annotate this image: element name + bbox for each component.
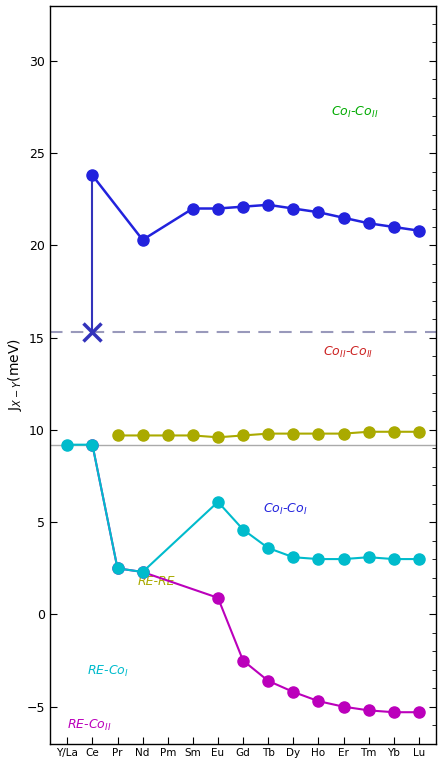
Y-axis label: J$_{X-Y}$(meV): J$_{X-Y}$(meV) [6, 338, 23, 411]
Text: Co$_I$-Co$_I$: Co$_I$-Co$_I$ [263, 502, 308, 517]
Text: RE-RE: RE-RE [137, 575, 175, 588]
Text: RE-Co$_{II}$: RE-Co$_{II}$ [67, 718, 112, 733]
Text: RE-Co$_I$: RE-Co$_I$ [88, 665, 130, 679]
Text: Co$_I$-Co$_{II}$: Co$_I$-Co$_{II}$ [331, 105, 378, 121]
Text: Co$_{II}$-Co$_{II}$: Co$_{II}$-Co$_{II}$ [324, 345, 373, 360]
